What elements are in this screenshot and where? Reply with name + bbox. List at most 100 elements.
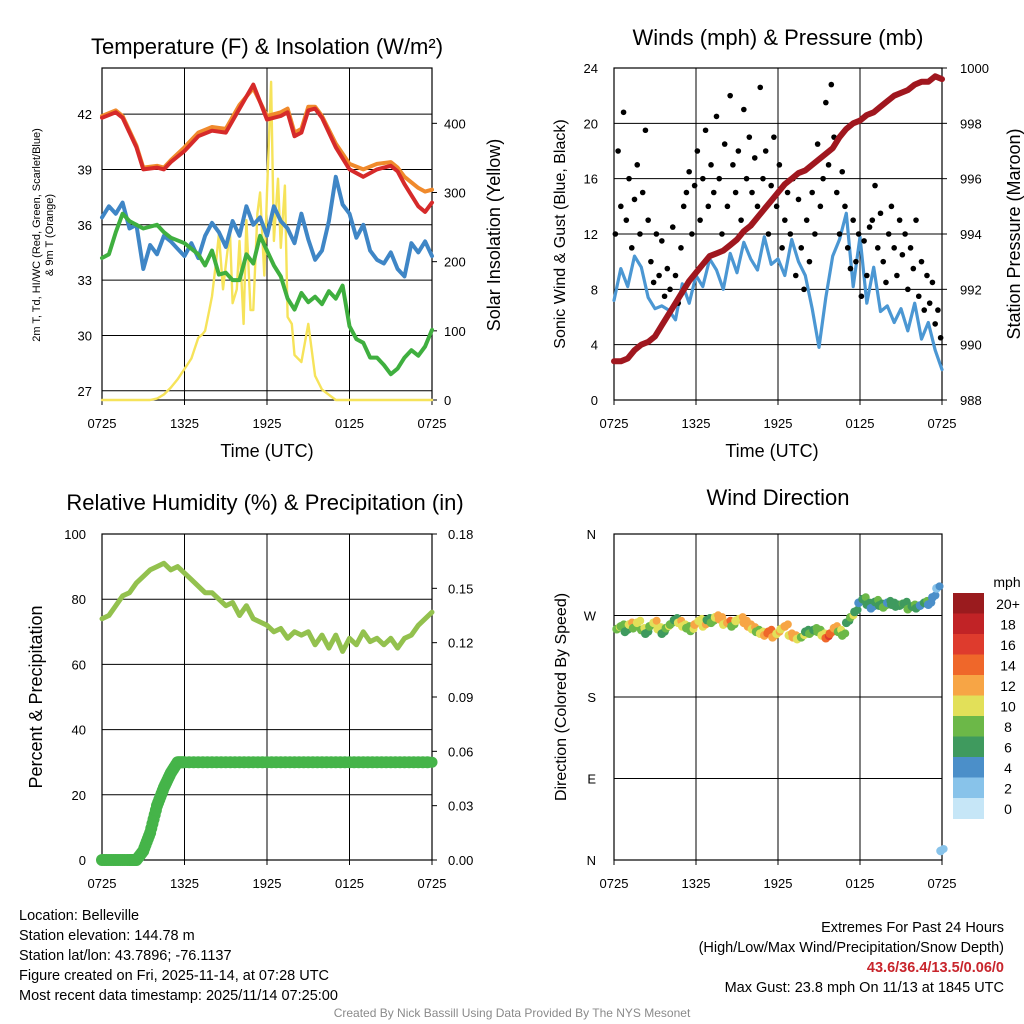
gust-point <box>918 258 925 265</box>
gust-point <box>615 148 621 154</box>
y-tick-label: 27 <box>78 384 92 399</box>
x-tick-label: 1325 <box>170 416 199 431</box>
y-axis-label: Sonic Wind & Gust (Blue, Black) <box>552 119 569 348</box>
colorbar-tick-label: 6 <box>1004 740 1012 756</box>
figure-created: Figure created on Fri, 2025-11-14, at 07… <box>19 968 330 984</box>
direction-panel: N E S W N 0725 1325 1925 0125 0725 Wind Direction D… <box>553 485 1021 891</box>
y-tick-label: 16 <box>584 172 598 187</box>
y-tick-label: E <box>587 772 596 787</box>
y-tick-label: W <box>584 609 597 624</box>
y-tick-label: 39 <box>78 162 92 177</box>
y2-tick-label: 200 <box>444 255 466 270</box>
colorbar-swatch <box>953 613 984 635</box>
gust-point <box>708 162 714 168</box>
colorbar-swatch <box>953 695 984 717</box>
gust-point <box>732 189 739 196</box>
colorbar-tick-label: 20+ <box>996 596 1020 612</box>
gust-point <box>678 245 684 251</box>
gust-point <box>921 307 928 313</box>
colorbar-tick-label: 0 <box>1004 801 1012 817</box>
colorbar-tick-label: 12 <box>1000 678 1016 694</box>
gust-point <box>877 210 884 217</box>
gust-point <box>866 224 873 230</box>
gust-point <box>825 162 832 168</box>
y-axis-label: 2m T, Td, HI/WC (Red, Green, Scarlet/Blu… <box>31 128 43 342</box>
colorbar-tick-label: 16 <box>1000 637 1016 653</box>
colorbar-tick-label: 10 <box>1000 699 1016 715</box>
y-axis-label: Direction (Colored By Speed) <box>553 593 570 801</box>
gust-point <box>757 84 764 91</box>
gust-point <box>823 99 829 106</box>
colorbar-swatch <box>953 675 984 696</box>
precip-point <box>421 756 434 769</box>
y-tick-label: 36 <box>78 218 92 233</box>
gust-point <box>874 245 881 251</box>
colorbar-label: mph <box>993 574 1020 590</box>
y-tick-label: 4 <box>591 338 598 353</box>
station-latlon: Station lat/lon: 43.7896; -76.1137 <box>19 948 232 964</box>
gust-point <box>828 81 835 88</box>
gust-point <box>727 92 733 99</box>
gust-point <box>637 231 643 237</box>
y2-tick-label: 0.15 <box>448 581 473 596</box>
gust-point <box>659 238 665 244</box>
y2-axis-label: Station Pressure (Maroon) <box>1004 128 1024 339</box>
station-info: Location: Belleville Station elevation: … <box>19 906 338 1006</box>
series-station-pressure <box>611 73 945 365</box>
series-dew-point <box>100 174 434 279</box>
gust-point <box>924 272 930 279</box>
gust-point <box>907 245 914 251</box>
y-tick-label: 0 <box>591 393 598 408</box>
gust-point <box>820 175 826 182</box>
gust-point <box>885 231 892 237</box>
gust-point <box>700 175 706 182</box>
gust-point <box>694 148 701 154</box>
x-tick-label: 0725 <box>418 876 447 891</box>
gust-point <box>891 245 897 251</box>
gust-point <box>880 258 887 265</box>
y-tick-label: 20 <box>72 788 86 803</box>
gust-point <box>913 217 919 223</box>
x-tick-label: 0725 <box>600 416 629 431</box>
gust-point <box>809 189 815 196</box>
direction-point <box>652 616 661 625</box>
gust-point <box>814 141 821 147</box>
colorbar-swatch <box>953 593 984 614</box>
y2-tick-label: 300 <box>444 186 466 201</box>
gust-point <box>839 168 846 175</box>
gust-point <box>801 286 807 293</box>
y-tick-label: 100 <box>64 527 86 542</box>
gust-point <box>743 175 750 182</box>
gust-point <box>664 265 671 272</box>
gust-point <box>842 203 848 210</box>
gust-point <box>817 203 824 210</box>
gust-point <box>784 189 791 196</box>
gust-point <box>667 286 673 293</box>
gust-point <box>623 217 630 223</box>
gust-point <box>787 231 794 237</box>
chart-title: Relative Humidity (%) & Precipitation (i… <box>66 490 463 515</box>
series-solar-insolation <box>100 80 434 402</box>
direction-point <box>939 844 948 853</box>
x-tick-label: 0725 <box>418 416 447 431</box>
gust-point <box>833 189 840 196</box>
gust-point <box>656 272 662 279</box>
gust-point <box>864 272 870 279</box>
gust-point <box>719 231 725 237</box>
x-tick-label: 0725 <box>88 876 117 891</box>
y2-tick-label: 100 <box>444 324 466 339</box>
y2-tick-label: 0.06 <box>448 744 473 759</box>
colorbar-tick-label: 4 <box>1004 760 1012 776</box>
y-tick-label: 30 <box>78 328 92 343</box>
gust-point <box>648 258 654 265</box>
y-tick-label: 0 <box>79 853 86 868</box>
colorbar-swatch <box>953 777 984 799</box>
extremes-values: 43.6/36.4/13.5/0.06/0 <box>866 960 1004 976</box>
x-tick-label: 0125 <box>846 876 875 891</box>
direction-point <box>718 613 727 622</box>
gust-point <box>937 334 944 341</box>
y2-tick-label: 1000 <box>960 61 989 76</box>
gust-point <box>812 231 818 237</box>
x-tick-label: 0125 <box>846 416 875 431</box>
y2-tick-label: 0 <box>444 393 451 408</box>
